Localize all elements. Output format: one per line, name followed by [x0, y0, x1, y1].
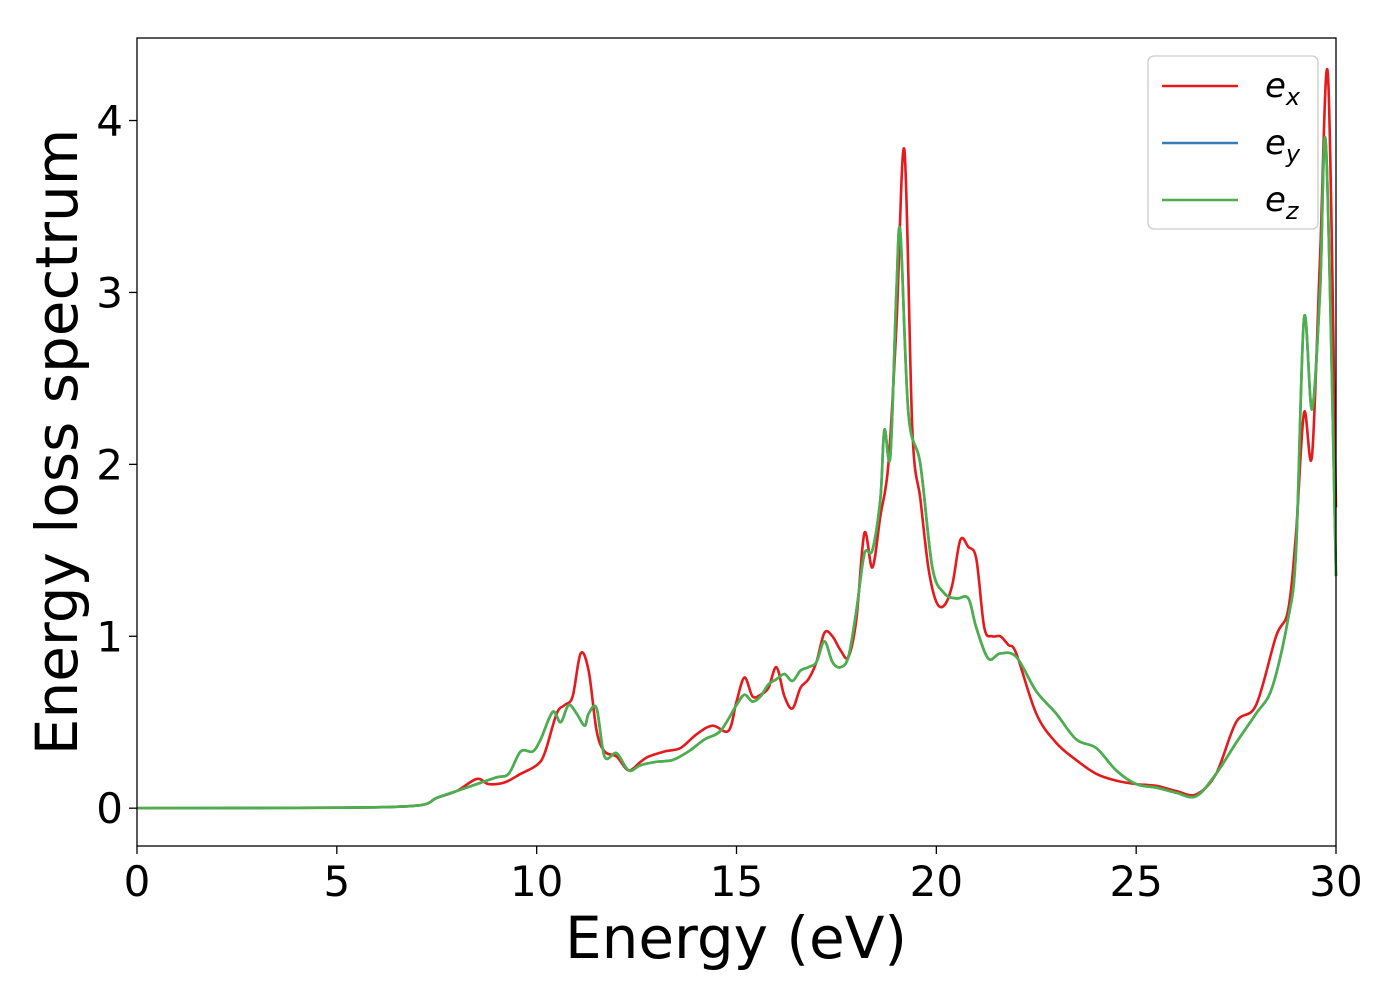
x-tick-label: 5	[323, 857, 350, 906]
y-tick-label: 1	[96, 612, 123, 661]
y-tick-label: 0	[96, 784, 123, 833]
series-line-z	[136, 135, 1338, 810]
x-tick-label: 10	[510, 857, 563, 906]
legend-label-x: ex	[1265, 66, 1301, 111]
x-axis: 0 5 10 15 20 25 30	[124, 846, 1363, 906]
x-axis-title: Energy (eV)	[565, 904, 907, 972]
y-tick-label: 2	[96, 440, 123, 489]
y-axis: 0 1 2 3 4	[96, 97, 137, 833]
series-layer	[136, 67, 1338, 810]
y-tick-label: 3	[96, 268, 123, 317]
plot-background	[137, 38, 1336, 846]
y-tick-label: 4	[96, 97, 123, 146]
x-tick-label: 20	[910, 857, 963, 906]
x-tick-label: 25	[1109, 857, 1162, 906]
x-tick-label: 0	[124, 857, 151, 906]
legend-label-z: ez	[1265, 180, 1300, 225]
legend-label-y: ey	[1265, 123, 1301, 168]
x-tick-label: 30	[1309, 857, 1362, 906]
x-tick-label: 15	[710, 857, 763, 906]
y-axis-title: Energy loss spectrum	[23, 129, 91, 755]
legend: ex ey ez	[1147, 55, 1319, 230]
